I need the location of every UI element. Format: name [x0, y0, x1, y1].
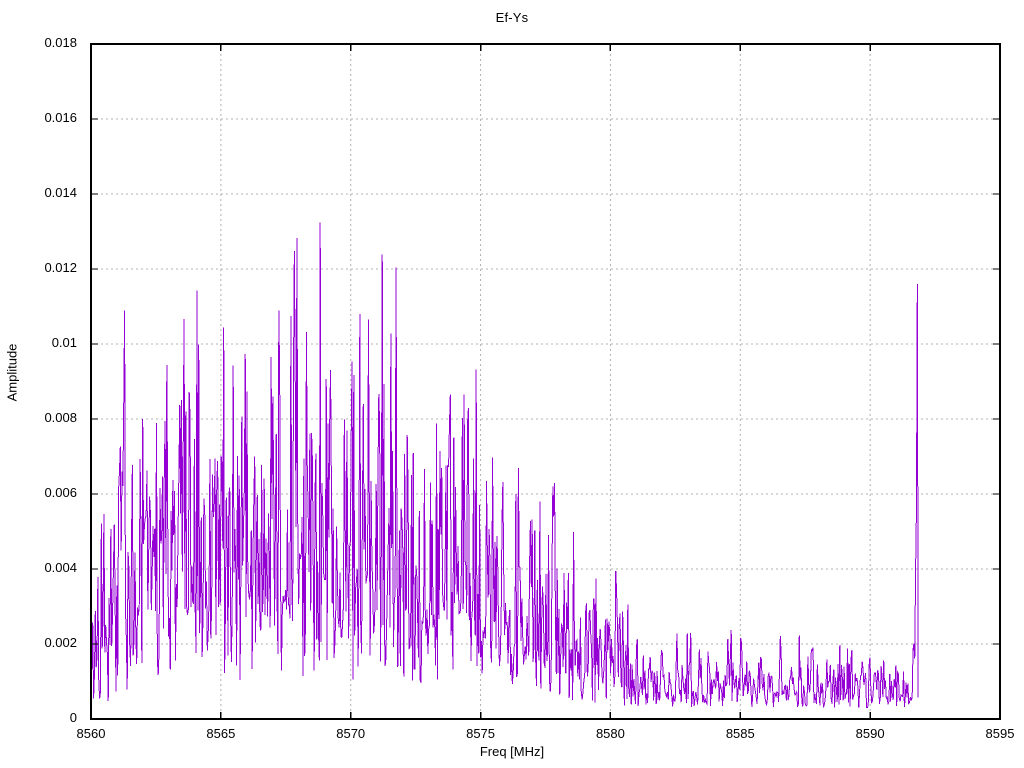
page-title: Ef-Ys	[495, 10, 529, 25]
y-tick-label: 0.002	[44, 635, 77, 650]
x-tick-label: 8570	[336, 726, 366, 741]
x-tick-label: 8585	[725, 726, 755, 741]
y-tick-label: 0.016	[44, 110, 77, 125]
y-tick-label: 0.006	[44, 485, 77, 500]
x-axis-title: Freq [MHz]	[479, 744, 545, 759]
y-tick-label: 0.01	[51, 335, 77, 350]
spectrum-trace	[90, 222, 919, 709]
y-tick-label: 0.014	[44, 185, 77, 200]
plot-frame	[90, 43, 1001, 720]
y-tick-label: 0	[69, 710, 77, 725]
y-tick-label: 0.008	[44, 410, 77, 425]
x-tick-label: 8565	[206, 726, 236, 741]
x-tick-label: 8575	[466, 726, 496, 741]
x-tick-label: 8590	[855, 726, 885, 741]
x-tick-label: 8595	[985, 726, 1015, 741]
y-tick-label: 0.004	[44, 560, 77, 575]
y-tick-label: 0.012	[44, 260, 77, 275]
x-tick-label: 8560	[76, 726, 106, 741]
y-tick-label: 0.018	[44, 35, 77, 50]
x-tick-label: 8580	[595, 726, 625, 741]
